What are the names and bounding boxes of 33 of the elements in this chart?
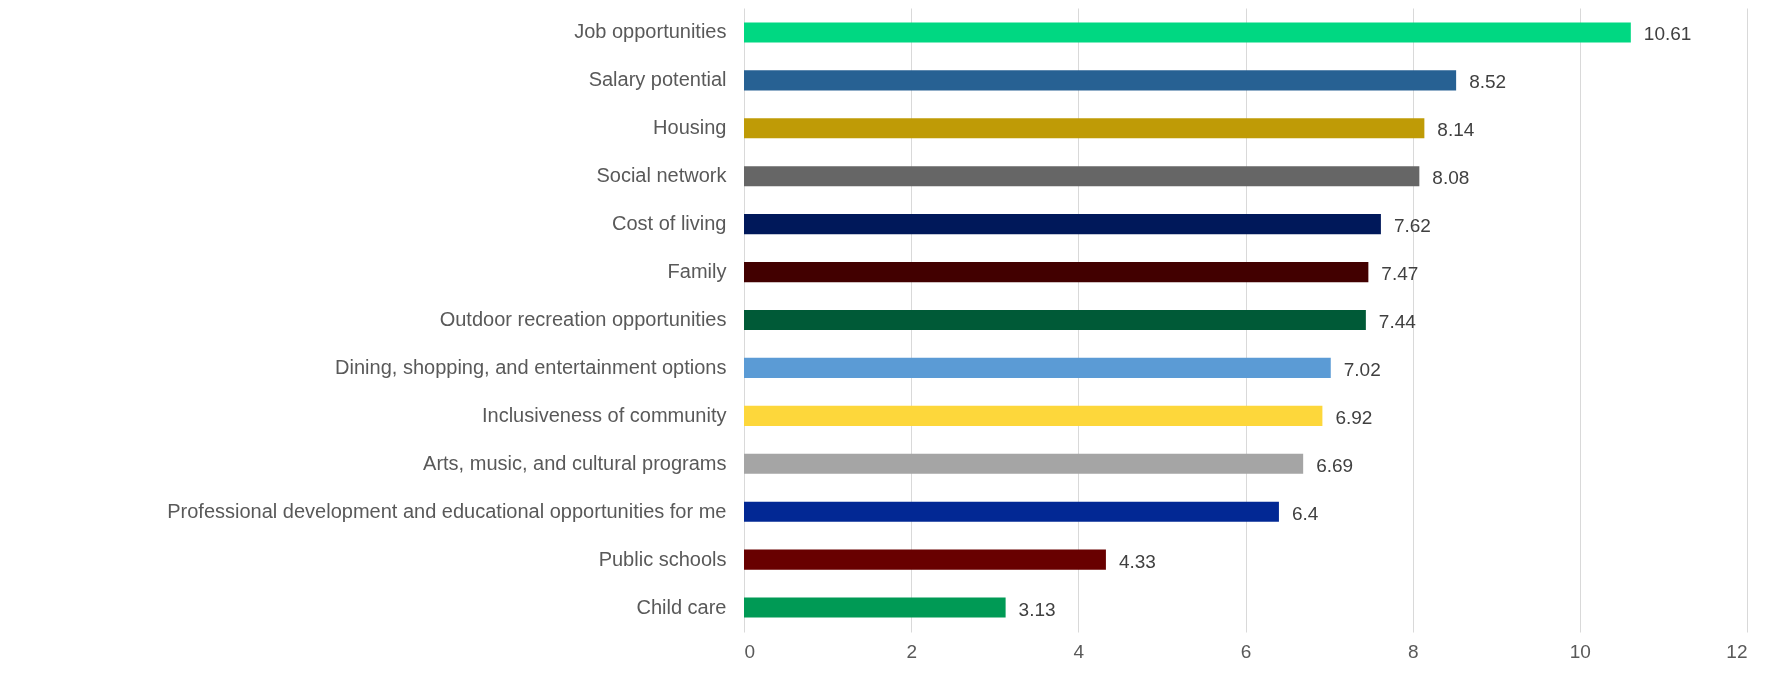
x-tick-label: 12 — [1726, 640, 1748, 662]
y-tick-label: Social network — [596, 164, 728, 187]
data-label: 7.47 — [1381, 263, 1419, 285]
y-tick-label: Arts, music, and cultural programs — [423, 451, 727, 474]
data-label: 7.44 — [1378, 311, 1417, 332]
y-tick-label: Family — [667, 260, 727, 283]
y-tick-label: Job opportunities — [574, 20, 727, 43]
x-tick-label: 0 — [744, 640, 756, 662]
data-label: 6.4 — [1291, 502, 1319, 524]
y-tick-label: Housing — [653, 116, 727, 139]
y-tick-label: Child care — [636, 595, 727, 618]
data-label: 8.08 — [1432, 167, 1470, 189]
y-tick-label: Dining, shopping, and entertainment options — [335, 355, 727, 378]
x-tick-label: 6 — [1240, 640, 1252, 662]
data-label: 10.61 — [1643, 23, 1692, 45]
y-tick-label: Salary potential — [588, 68, 727, 91]
y-tick-label: Outdoor recreation opportunities — [439, 308, 727, 330]
data-label: 8.52 — [1469, 71, 1507, 93]
data-label: 6.69 — [1316, 454, 1354, 476]
data-label: 6.92 — [1335, 406, 1373, 428]
data-label: 3.13 — [1018, 598, 1056, 620]
data-label: 7.02 — [1343, 358, 1381, 380]
y-tick-label: Inclusiveness of community — [481, 403, 727, 426]
y-tick-label: Professional development and educational opportunities for me — [167, 499, 727, 522]
x-tick-label: 8 — [1407, 640, 1419, 662]
y-tick-label: Cost of living — [612, 212, 727, 235]
x-tick-label: 2 — [906, 640, 917, 662]
x-tick-label: 10 — [1569, 640, 1591, 662]
data-label: 7.62 — [1393, 215, 1431, 237]
y-tick-label: Public schools — [598, 547, 727, 570]
data-label: 4.33 — [1118, 550, 1156, 572]
data-label: 8.14 — [1437, 119, 1475, 141]
x-tick-label: 4 — [1073, 640, 1085, 662]
